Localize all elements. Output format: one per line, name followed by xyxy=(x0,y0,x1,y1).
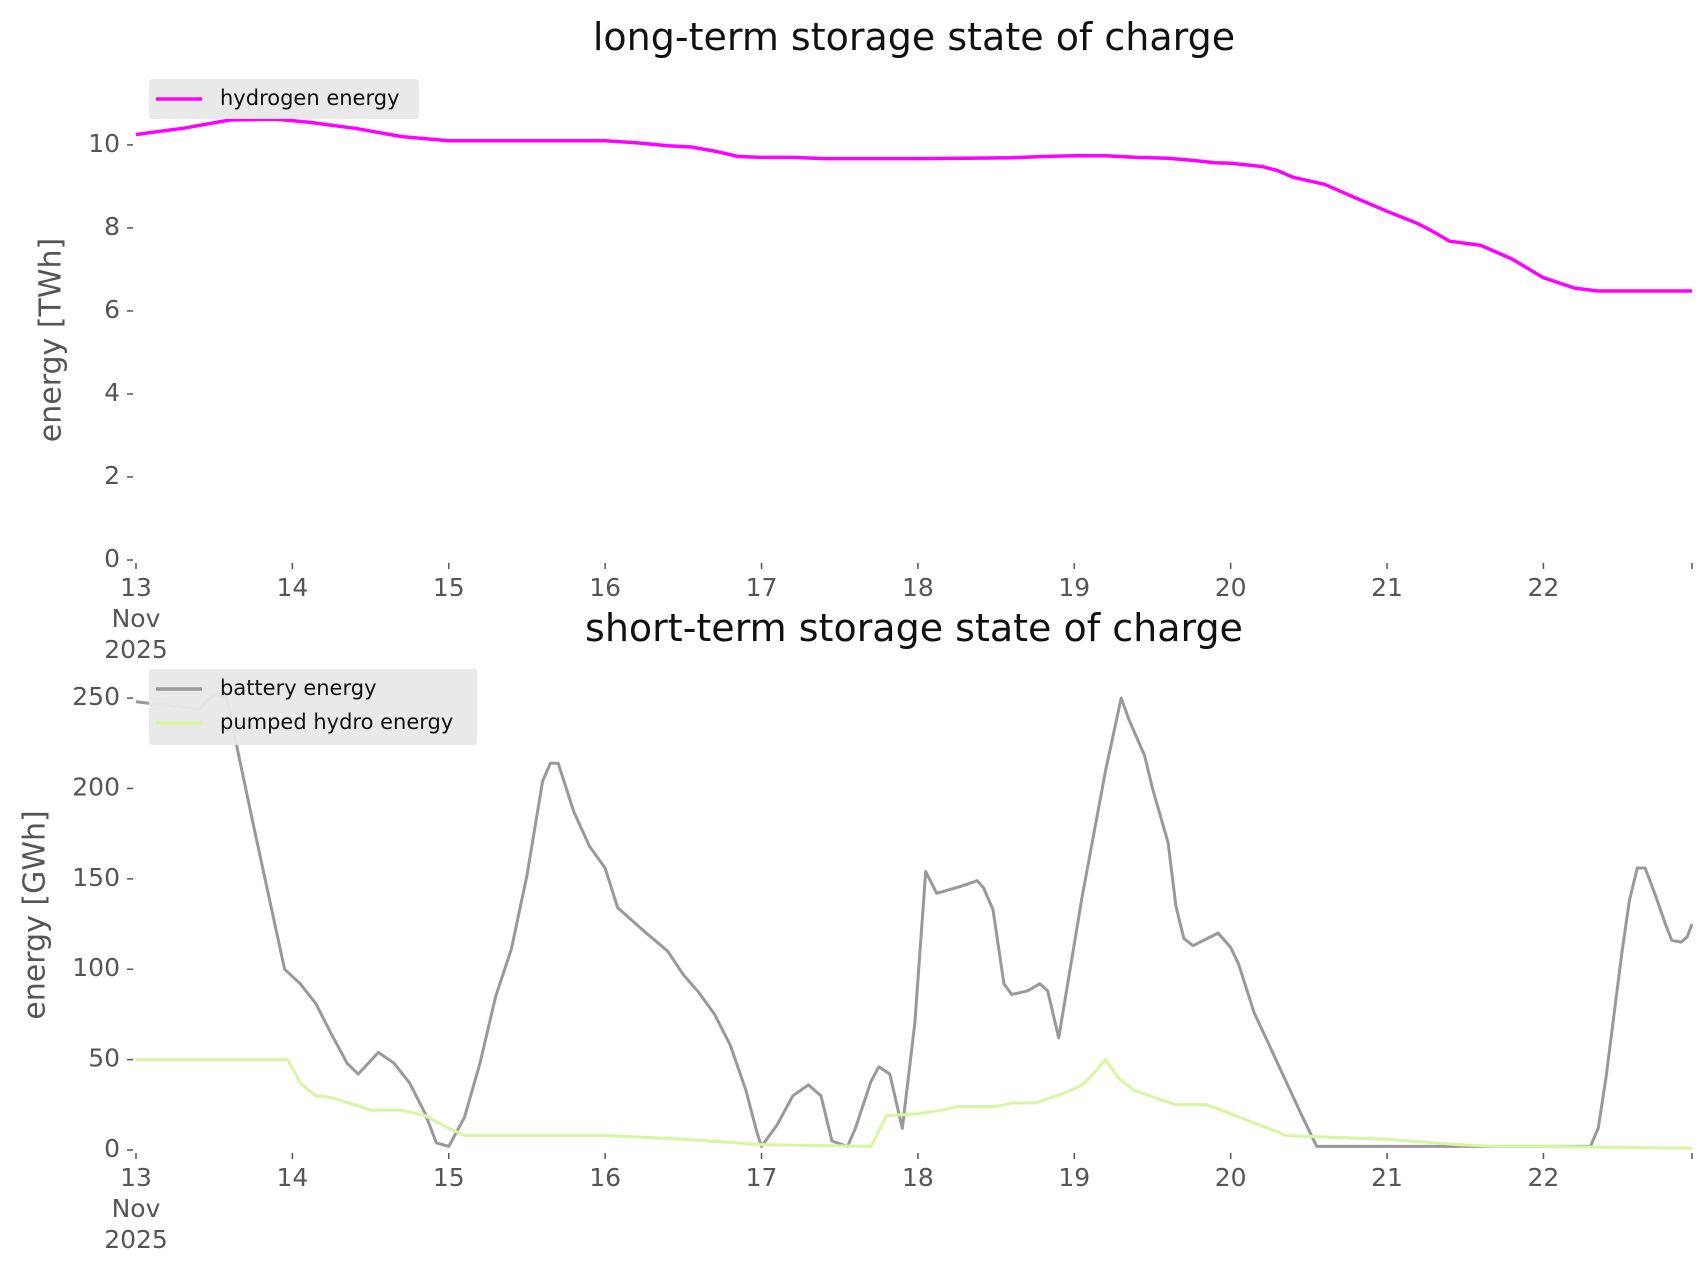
legend-box xyxy=(149,669,477,745)
y-tick-label: 8 xyxy=(104,212,120,241)
y-tick-label: 100 xyxy=(72,953,120,982)
y-tick-label: 200 xyxy=(72,772,120,801)
short-term-storage-chart: short-term storage state of charge energ… xyxy=(18,606,1694,1254)
x-tick-label: 15 xyxy=(433,573,465,602)
y-axis-label: energy [TWh] xyxy=(34,238,69,442)
y-tick-label: 6 xyxy=(104,295,120,324)
y-axis-ticks: 0 50 100 150 200 250 xyxy=(72,682,133,1163)
series-line-pumped-hydro-energy xyxy=(136,1058,1693,1150)
legend-box xyxy=(149,79,419,119)
x-tick-label: 18 xyxy=(902,1163,934,1192)
x-tick-label: 18 xyxy=(902,573,934,602)
legend-label: hydrogen energy xyxy=(220,86,400,110)
y-tick-label: 2 xyxy=(104,461,120,490)
x-tick-label: 19 xyxy=(1058,1163,1090,1192)
x-tick-label: 20 xyxy=(1215,573,1247,602)
x-tick-label: 16 xyxy=(589,573,621,602)
y-axis-ticks: 0 2 4 6 8 10 xyxy=(88,129,133,573)
x-tick-label: 21 xyxy=(1371,573,1403,602)
x-tick-label: 14 xyxy=(276,1163,308,1192)
chart-title: long-term storage state of charge xyxy=(593,15,1235,59)
x-axis-ticks: 13 Nov 2025 14 15 16 17 18 19 20 21 22 xyxy=(104,1153,1693,1254)
legend: hydrogen energy xyxy=(149,79,419,119)
x-tick-label: 22 xyxy=(1528,573,1560,602)
legend-label: pumped hydro energy xyxy=(220,710,453,734)
x-tick-label: 17 xyxy=(746,1163,778,1192)
x-tick-label: 16 xyxy=(589,1163,621,1192)
legend: battery energy pumped hydro energy xyxy=(149,669,477,745)
legend-label: battery energy xyxy=(220,676,377,700)
x-tick-label: 14 xyxy=(276,573,308,602)
x-tick-label: 13 Nov 2025 xyxy=(104,573,168,664)
x-tick-label: 20 xyxy=(1215,1163,1247,1192)
y-tick-label: 10 xyxy=(88,129,120,158)
y-tick-label: 0 xyxy=(104,544,120,573)
x-tick-label: 19 xyxy=(1058,573,1090,602)
y-tick-label: 250 xyxy=(72,682,120,711)
series-line-hydrogen-energy xyxy=(135,117,1692,293)
y-axis-label: energy [GWh] xyxy=(18,810,53,1019)
x-tick-label: 21 xyxy=(1371,1163,1403,1192)
long-term-storage-chart: long-term storage state of charge energy… xyxy=(34,15,1693,664)
y-tick-label: 4 xyxy=(104,378,120,407)
y-tick-label: 50 xyxy=(88,1044,120,1073)
y-tick-label: 150 xyxy=(72,863,120,892)
x-tick-label: 22 xyxy=(1528,1163,1560,1192)
y-tick-label: 0 xyxy=(104,1134,120,1163)
series-lines xyxy=(135,693,1694,1150)
chart-title: short-term storage state of charge xyxy=(585,606,1243,650)
series-lines xyxy=(135,117,1692,293)
x-tick-label: 17 xyxy=(746,573,778,602)
x-tick-label: 15 xyxy=(433,1163,465,1192)
x-tick-label: 13 Nov 2025 xyxy=(104,1163,168,1254)
series-line-battery-energy xyxy=(135,693,1694,1148)
x-axis-ticks: 13 Nov 2025 14 15 16 17 18 19 20 21 22 xyxy=(104,563,1693,664)
